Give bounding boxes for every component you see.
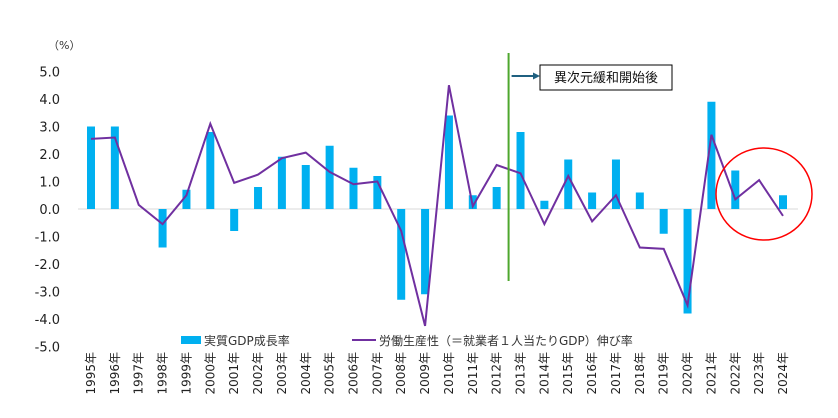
x-tick-label: 2007年	[370, 352, 384, 395]
x-tick-label: 1998年	[156, 352, 170, 395]
gdp-bar	[635, 192, 644, 209]
gdp-bar	[110, 126, 119, 209]
x-tick-label: 1999年	[179, 352, 193, 395]
x-tick-label: 2016年	[585, 352, 599, 395]
x-tick-label: 1996年	[108, 352, 122, 395]
x-tick-label: 2012年	[490, 352, 504, 395]
gdp-bar	[397, 209, 406, 300]
gdp-bar	[659, 209, 668, 234]
x-tick-label: 2019年	[657, 352, 671, 395]
gdp-bar	[182, 189, 191, 209]
annotation-box	[539, 64, 673, 91]
gdp-bar	[301, 165, 310, 209]
gdp-bar	[206, 132, 215, 209]
gdp-bar	[87, 126, 95, 209]
gdp-bar	[516, 132, 525, 209]
y-tick-label: -2.0	[35, 258, 60, 273]
arrow-head-icon	[533, 72, 540, 80]
x-tick-label: 2011年	[466, 352, 480, 395]
y-tick-label: 0.0	[39, 203, 60, 218]
gdp-bar	[707, 101, 716, 209]
x-tick-label: 1997年	[132, 352, 146, 395]
x-tick-label: 2022年	[728, 352, 742, 395]
x-tick-label: 2004年	[299, 352, 313, 395]
y-tick-label: 2.0	[39, 148, 60, 163]
legend-gdp-label: 実質GDP成長率	[204, 333, 290, 348]
x-tick-label: 2010年	[442, 352, 456, 395]
gdp-bar	[731, 170, 740, 209]
y-tick-label: -3.0	[35, 286, 60, 301]
y-tick-label: 5.0	[39, 66, 60, 81]
x-tick-label: 2017年	[609, 352, 623, 395]
x-tick-label: 2008年	[394, 352, 408, 395]
y-tick-label: 4.0	[39, 93, 60, 108]
annotation-text: 異次元緩和開始後	[554, 70, 658, 86]
gdp-bar	[325, 145, 334, 209]
x-tick-label: 2009年	[418, 352, 432, 395]
x-tick-label: 2023年	[752, 352, 766, 395]
unit-label: （%）	[48, 39, 80, 52]
y-tick-label: -1.0	[35, 231, 60, 246]
x-tick-label: 2013年	[514, 352, 528, 395]
gdp-bar	[611, 159, 620, 209]
legend-productivity-label: 労働生産性（＝就業者１人当たりGDP）伸び率	[379, 333, 633, 348]
productivity-line	[90, 85, 784, 327]
gdp-bar	[564, 159, 573, 209]
gdp-bar	[779, 195, 787, 209]
x-tick-label: 2021年	[704, 352, 718, 395]
gdp-bar	[421, 209, 430, 295]
x-tick-label: 2001年	[227, 352, 241, 395]
x-tick-label: 2006年	[346, 352, 360, 395]
x-tick-label: 2014年	[537, 352, 551, 395]
gdp-bar	[444, 115, 453, 209]
x-tick-label: 2000年	[203, 352, 217, 395]
gdp-bar	[540, 200, 549, 209]
gdp-bar	[254, 187, 263, 209]
gdp-bar	[373, 176, 382, 209]
x-tick-label: 2002年	[251, 352, 265, 395]
x-tick-label: 2003年	[275, 352, 289, 395]
gdp-bar	[158, 209, 167, 248]
y-tick-label: 1.0	[39, 176, 60, 191]
x-tick-label: 1995年	[84, 352, 98, 395]
gdp-bar	[588, 192, 597, 209]
y-tick-label: -5.0	[35, 341, 60, 356]
y-tick-label: -4.0	[35, 313, 60, 328]
gdp-bar	[230, 209, 239, 231]
gdp-bar	[492, 187, 501, 209]
x-tick-label: 2020年	[681, 352, 695, 395]
y-tick-label: 3.0	[39, 121, 60, 136]
highlight-circle	[715, 147, 813, 241]
x-tick-label: 2018年	[633, 352, 647, 395]
gdp-bar	[349, 167, 358, 209]
x-tick-label: 2024年	[776, 352, 790, 395]
x-tick-label: 2015年	[561, 352, 575, 395]
gdp-bar	[683, 209, 692, 314]
x-tick-label: 2005年	[323, 352, 337, 395]
gdp-bar	[277, 156, 286, 209]
legend-bar-swatch	[181, 336, 201, 344]
